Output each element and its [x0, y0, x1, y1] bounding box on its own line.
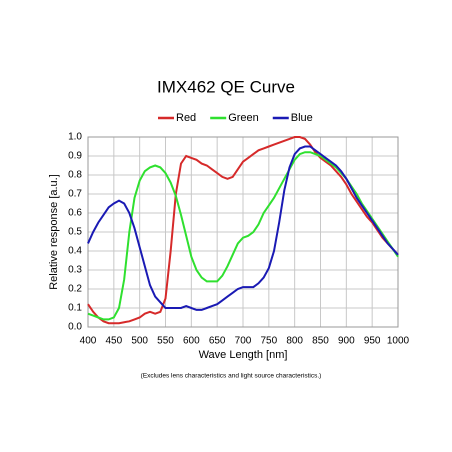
x-tick-label: 850 — [312, 336, 329, 347]
plot-frame — [87, 136, 399, 328]
x-tick-label: 650 — [209, 336, 226, 347]
x-tick-label: 800 — [286, 336, 303, 347]
x-tick-label: 900 — [338, 336, 355, 347]
y-tick-label: 0.4 — [68, 246, 82, 257]
x-tick-label: 550 — [157, 336, 174, 347]
data-line — [87, 136, 399, 325]
legend-label: Blue — [291, 112, 313, 124]
y-axis-label: Relative response [a.u.] — [48, 174, 60, 290]
x-tick-label: 600 — [183, 336, 200, 347]
y-tick-label: 0.8 — [68, 170, 82, 181]
x-tick-label: 450 — [105, 336, 122, 347]
data-line — [87, 145, 399, 311]
legend-label: Red — [176, 112, 196, 124]
y-tick-label: 1.0 — [68, 132, 82, 143]
x-tick-label: 400 — [80, 336, 97, 347]
y-tick-label: 0.0 — [68, 322, 82, 333]
x-tick-label: 1000 — [387, 336, 410, 347]
y-tick-label: 0.1 — [68, 303, 82, 314]
footnote: (Excludes lens characteristics and light… — [141, 373, 322, 380]
y-tick-label: 0.7 — [68, 189, 82, 200]
x-tick-label: 950 — [364, 336, 381, 347]
x-axis-label: Wave Length [nm] — [199, 349, 288, 361]
chart-title: IMX462 QE Curve — [157, 77, 295, 96]
y-tick-label: 0.6 — [68, 208, 82, 219]
x-tick-label: 500 — [131, 336, 148, 347]
y-tick-label: 0.9 — [68, 151, 82, 162]
legend-label: Green — [228, 112, 259, 124]
y-tick-label: 0.5 — [68, 227, 82, 238]
y-tick-label: 0.3 — [68, 265, 82, 276]
x-tick-label: 750 — [260, 336, 277, 347]
y-tick-label: 0.2 — [68, 284, 82, 295]
x-tick-label: 700 — [235, 336, 252, 347]
